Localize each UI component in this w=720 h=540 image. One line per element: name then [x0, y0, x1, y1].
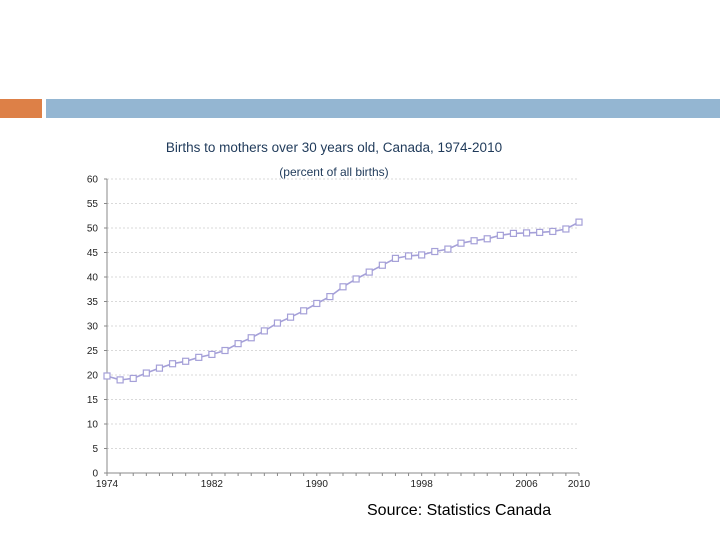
data-point — [300, 307, 308, 315]
x-tick-label: 2010 — [568, 479, 591, 490]
x-tick-label: 1974 — [96, 479, 119, 490]
data-point — [549, 227, 557, 236]
data-point — [221, 346, 229, 355]
data-point — [313, 299, 321, 308]
data-point — [470, 237, 478, 245]
y-tick-label: 25 — [87, 346, 99, 357]
data-point — [483, 235, 491, 243]
y-tick-label: 60 — [87, 175, 99, 186]
y-tick-label: 5 — [92, 444, 98, 455]
x-tick-label: 1990 — [306, 479, 329, 490]
source-caption: Source: Statistics Canada — [367, 502, 552, 519]
data-point — [378, 261, 386, 269]
data-point — [286, 313, 295, 321]
data-point — [247, 334, 255, 342]
chart-title: Births to mothers over 30 years old, Can… — [166, 140, 502, 155]
data-point — [234, 340, 242, 348]
data-point — [522, 229, 531, 237]
data-point — [168, 360, 177, 368]
data-point — [404, 252, 413, 260]
y-tick-label: 55 — [87, 199, 99, 210]
data-point — [575, 218, 583, 226]
accent-bar-orange — [0, 99, 42, 118]
data-point — [352, 275, 360, 283]
data-point — [208, 350, 216, 359]
y-tick-label: 50 — [87, 224, 99, 235]
x-tick-label: 1998 — [411, 479, 434, 490]
data-point — [457, 239, 465, 247]
data-point — [116, 376, 124, 384]
y-tick-label: 10 — [87, 420, 99, 431]
y-tick-label: 40 — [87, 273, 99, 284]
data-point — [129, 374, 137, 383]
data-point — [339, 283, 347, 291]
data-point — [103, 372, 111, 380]
x-tick-label: 2006 — [515, 479, 538, 490]
data-point — [431, 247, 439, 256]
data-point — [260, 327, 268, 335]
y-tick-label: 45 — [87, 248, 99, 259]
data-point — [182, 357, 190, 365]
data-point — [536, 228, 544, 237]
data-point — [142, 369, 150, 377]
data-point — [444, 245, 452, 253]
x-tick-label: 1982 — [201, 479, 224, 490]
data-point — [273, 319, 282, 327]
y-tick-label: 15 — [87, 395, 99, 406]
data-point — [155, 364, 164, 372]
data-point — [365, 268, 373, 276]
y-tick-label: 30 — [87, 322, 99, 333]
y-tick-label: 35 — [87, 297, 99, 308]
data-point — [509, 229, 518, 237]
y-tick-label: 20 — [87, 371, 99, 382]
accent-bar-blue — [46, 99, 720, 118]
data-point — [562, 225, 570, 233]
chart-subtitle: (percent of all births) — [279, 165, 388, 179]
data-point — [496, 231, 504, 239]
data-point — [418, 251, 426, 259]
data-point — [195, 353, 203, 361]
y-tick-label: 0 — [92, 469, 98, 480]
data-point — [391, 254, 400, 262]
data-point — [326, 293, 334, 301]
